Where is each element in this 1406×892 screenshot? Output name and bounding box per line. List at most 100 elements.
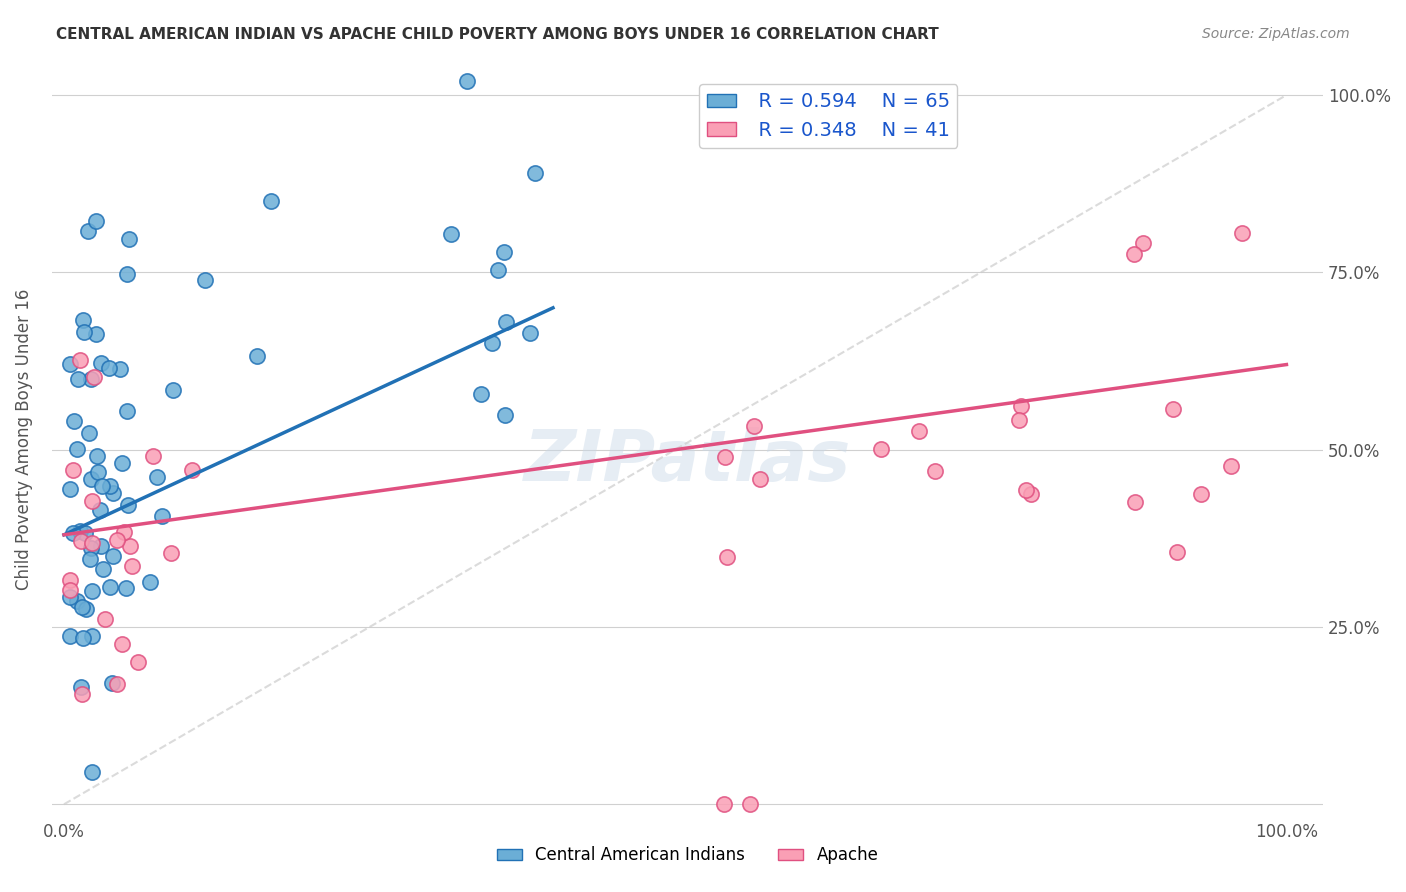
Point <box>59 357 82 371</box>
Point <box>82 629 104 643</box>
Point <box>495 315 517 329</box>
Point <box>115 404 138 418</box>
Point <box>82 536 104 550</box>
Point <box>456 74 478 88</box>
Text: Source: ZipAtlas.com: Source: ZipAtlas.com <box>1202 27 1350 41</box>
Point <box>90 539 112 553</box>
Point <box>713 797 735 812</box>
Point <box>107 677 129 691</box>
Point <box>115 267 138 281</box>
Point <box>70 681 93 695</box>
Point <box>75 602 97 616</box>
Point <box>150 508 173 523</box>
Point <box>1015 483 1038 498</box>
Point <box>181 463 204 477</box>
Point <box>82 494 104 508</box>
Point <box>494 245 516 260</box>
Point <box>111 637 134 651</box>
Point <box>440 227 463 241</box>
Point <box>494 408 516 422</box>
Point <box>69 524 91 538</box>
Point <box>160 546 183 560</box>
Point <box>194 273 217 287</box>
Point <box>83 369 105 384</box>
Point <box>80 541 103 556</box>
Point <box>748 472 770 486</box>
Point <box>62 526 84 541</box>
Y-axis label: Child Poverty Among Boys Under 16: Child Poverty Among Boys Under 16 <box>15 288 32 590</box>
Point <box>80 584 103 599</box>
Point <box>120 539 142 553</box>
Point <box>70 533 93 548</box>
Point <box>73 526 96 541</box>
Point <box>59 630 82 644</box>
Point <box>80 472 103 486</box>
Point <box>1008 413 1031 427</box>
Point <box>67 372 90 386</box>
Point <box>714 450 737 464</box>
Point <box>65 594 87 608</box>
Point <box>738 797 761 812</box>
Point <box>69 352 91 367</box>
Point <box>1010 399 1032 413</box>
Point <box>70 687 93 701</box>
Point <box>98 580 121 594</box>
Point <box>80 765 103 780</box>
Point <box>84 214 107 228</box>
Point <box>127 655 149 669</box>
Point <box>138 574 160 589</box>
Text: CENTRAL AMERICAN INDIAN VS APACHE CHILD POVERTY AMONG BOYS UNDER 16 CORRELATION : CENTRAL AMERICAN INDIAN VS APACHE CHILD … <box>56 27 939 42</box>
Point <box>142 449 165 463</box>
Point <box>98 361 121 376</box>
Point <box>86 449 108 463</box>
Point <box>84 326 107 341</box>
Point <box>112 524 135 539</box>
Point <box>1123 246 1146 260</box>
Point <box>77 224 100 238</box>
Point <box>73 326 96 340</box>
Point <box>77 426 100 441</box>
Point <box>908 425 931 439</box>
Point <box>162 384 184 398</box>
Point <box>90 356 112 370</box>
Point <box>100 479 122 493</box>
Point <box>59 482 82 496</box>
Point <box>470 387 492 401</box>
Point <box>260 194 283 208</box>
Point <box>110 362 132 376</box>
Point <box>1189 487 1212 501</box>
Point <box>89 503 111 517</box>
Point <box>59 591 82 605</box>
Point <box>101 676 124 690</box>
Point <box>79 551 101 566</box>
Point <box>1021 487 1043 501</box>
Point <box>91 478 114 492</box>
Point <box>1132 235 1154 250</box>
Point <box>111 456 134 470</box>
Point <box>1123 495 1146 509</box>
Point <box>91 562 114 576</box>
Point <box>1161 402 1184 417</box>
Point <box>519 326 541 340</box>
Point <box>1230 226 1253 240</box>
Point <box>59 583 82 598</box>
Point <box>742 419 765 434</box>
Point <box>870 442 893 457</box>
Point <box>72 631 94 645</box>
Point <box>101 486 124 500</box>
Point <box>80 372 103 386</box>
Point <box>62 463 84 477</box>
Text: ZIPatlas: ZIPatlas <box>524 427 851 496</box>
Point <box>72 313 94 327</box>
Point <box>1220 458 1243 473</box>
Point <box>121 559 143 574</box>
Point <box>59 573 82 587</box>
Point <box>486 262 509 277</box>
Legend:   R = 0.594    N = 65,   R = 0.348    N = 41: R = 0.594 N = 65, R = 0.348 N = 41 <box>699 85 957 148</box>
Point <box>87 466 110 480</box>
Point <box>115 581 138 595</box>
Point <box>481 336 503 351</box>
Point <box>118 232 141 246</box>
Point <box>72 599 94 614</box>
Point <box>145 470 167 484</box>
